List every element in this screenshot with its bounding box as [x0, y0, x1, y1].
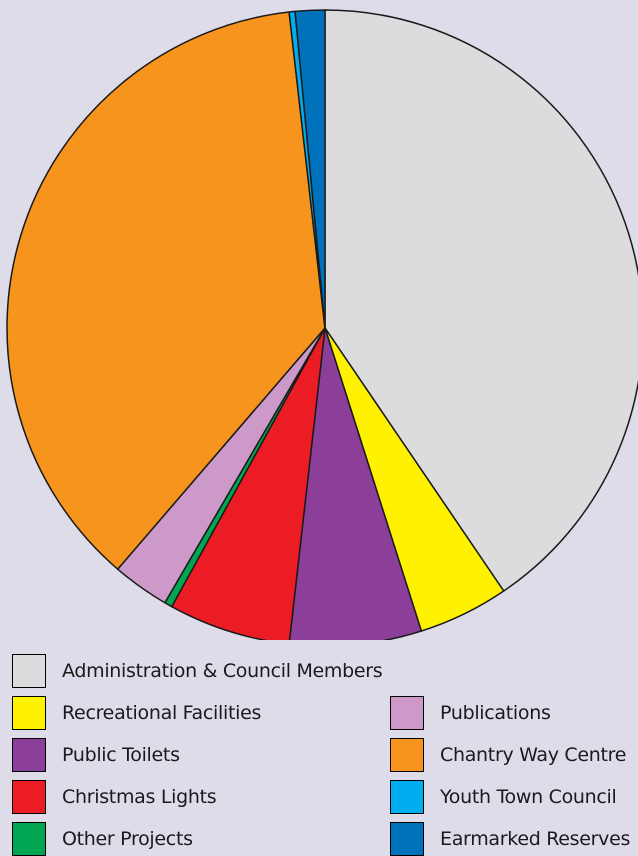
legend-label: Publications — [440, 702, 551, 724]
pie-slices — [6, 9, 638, 640]
legend-swatch — [12, 780, 46, 814]
legend-label: Public Toilets — [62, 744, 180, 766]
pie-slice-6 — [6, 11, 326, 570]
legend-label: Youth Town Council — [440, 786, 617, 808]
legend-swatch — [12, 738, 46, 772]
pie-slice-2 — [288, 327, 423, 640]
legend-swatch — [12, 654, 46, 688]
pie-slice-8 — [294, 9, 326, 329]
legend-label: Christmas Lights — [62, 786, 217, 808]
legend-label: Recreational Facilities — [62, 702, 262, 724]
pie-slice-3 — [171, 327, 326, 640]
legend-swatch — [390, 780, 424, 814]
legend-swatch — [390, 822, 424, 856]
legend-label: Administration & Council Members — [62, 660, 383, 682]
pie-chart — [6, 9, 638, 640]
legend-swatch — [390, 738, 424, 772]
pie-slice-0 — [324, 9, 638, 592]
legend-swatch — [12, 696, 46, 730]
legend-label: Chantry Way Centre — [440, 744, 627, 766]
legend-swatch — [12, 822, 46, 856]
legend-swatch — [390, 696, 424, 730]
legend-label: Other Projects — [62, 828, 193, 850]
legend-label: Earmarked Reserves — [440, 828, 631, 850]
